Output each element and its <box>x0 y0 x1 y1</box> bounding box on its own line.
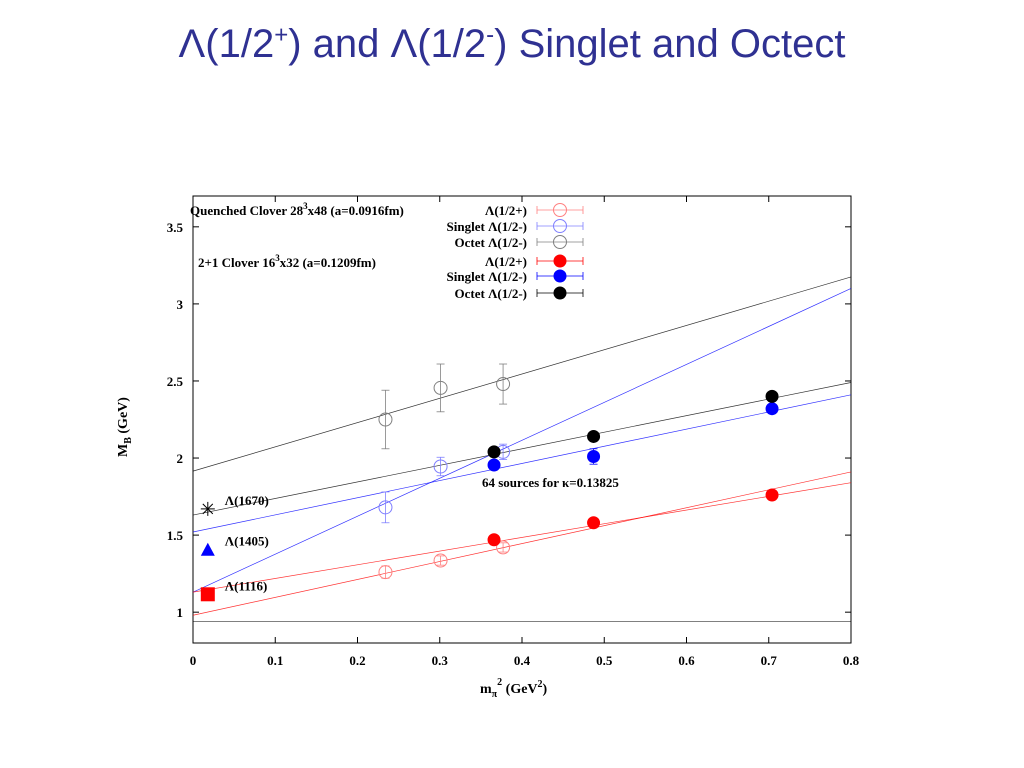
fit-line-5 <box>192 471 852 616</box>
x-axis-label: mπ2 (GeV2) <box>480 677 548 700</box>
square-marker <box>200 587 215 602</box>
fit-lines <box>192 276 852 622</box>
data-point-s2-2 <box>433 459 448 474</box>
title-sup-a: + <box>274 21 289 49</box>
legend-symbol-4 <box>553 254 567 268</box>
y-tick-label: 2 <box>177 451 184 466</box>
legend-quenched-header: Quenched Clover 283x48 (a=0.0916fm) <box>190 201 404 218</box>
y-tick-label: 3.5 <box>167 220 184 235</box>
data-point-s1-1 <box>378 565 393 580</box>
data-point-s6-2 <box>587 429 601 443</box>
x-tick-label: 0 <box>190 653 197 668</box>
slide-title: Λ(1/2+) and Λ(1/2-) Singlet and Octect <box>0 22 1024 67</box>
data-point-s1-3 <box>496 540 511 555</box>
x-tick-label: 0.8 <box>843 653 860 668</box>
data-point-s5-1 <box>487 458 501 472</box>
data-point-s4-3 <box>765 488 779 502</box>
legend: Quenched Clover 283x48 (a=0.0916fm) 2+1 … <box>190 201 584 301</box>
x-tick-label: 0.6 <box>678 653 695 668</box>
legend-label-3: Octet Λ(1/2-) <box>455 235 527 250</box>
data-point-s6-3 <box>765 389 779 403</box>
axis-ticks: 0 0.1 0.2 0.3 0.4 0.5 0.6 0.7 0.8 1 1.5 2 2.5 3 3.5 <box>167 196 860 668</box>
title-part-a: Λ(1/2 <box>178 22 275 66</box>
fit-line-4 <box>192 394 852 533</box>
legend-symbols <box>536 203 584 300</box>
y-tick-label: 3 <box>177 297 184 312</box>
experimental-markers: Λ(1670) Λ(1405) Λ(1116) <box>200 493 269 602</box>
data-points <box>378 363 779 580</box>
title-part-b: ) and Λ(1/2 <box>288 22 487 66</box>
sources-annotation: 64 sources for κ=0.13825 <box>482 475 619 490</box>
legend-dynamical-header: 2+1 Clover 163x32 (a=0.1209fm) <box>198 253 376 270</box>
x-tick-label: 0.3 <box>432 653 449 668</box>
fit-line-6 <box>192 482 852 593</box>
legend-symbol-2 <box>553 219 567 233</box>
fit-line-3 <box>192 382 852 516</box>
x-tick-label: 0.5 <box>596 653 613 668</box>
data-point-s5-3 <box>765 402 779 416</box>
data-point-s5-2 <box>587 449 601 463</box>
data-point-s3-1 <box>378 412 393 427</box>
data-point-s6-1 <box>487 445 501 459</box>
triangle-marker <box>200 542 215 556</box>
legend-symbol-6 <box>553 286 567 300</box>
fit-line-1 <box>192 276 852 472</box>
x-tick-label: 0.4 <box>514 653 531 668</box>
legend-symbol-1 <box>553 203 567 217</box>
asterisk-stroke <box>202 503 214 515</box>
legend-label-2: Singlet Λ(1/2-) <box>447 219 527 234</box>
title-part-c: ) Singlet and Octect <box>494 22 846 66</box>
fit-line-2 <box>192 288 852 593</box>
data-point-s1-2 <box>433 553 448 568</box>
legend-label-6: Octet Λ(1/2-) <box>455 286 527 301</box>
data-point-s3-2 <box>433 380 448 395</box>
experimental-label-1: Λ(1670) <box>225 493 269 508</box>
y-tick-label: 2.5 <box>167 374 184 389</box>
y-tick-label: 1.5 <box>167 528 184 543</box>
data-point-s3-3 <box>496 377 511 392</box>
x-tick-label: 0.1 <box>267 653 283 668</box>
asterisk-marker <box>200 501 215 516</box>
legend-label-1: Λ(1/2+) <box>485 203 527 218</box>
data-point-s4-2 <box>587 516 601 530</box>
experimental-label-3: Λ(1116) <box>225 578 268 593</box>
legend-label-4: Λ(1/2+) <box>485 254 527 269</box>
x-tick-label: 0.2 <box>349 653 365 668</box>
data-point-s4-1 <box>487 533 501 547</box>
data-point-s2-1 <box>378 500 393 515</box>
legend-symbol-5 <box>553 269 567 283</box>
y-tick-label: 1 <box>177 605 184 620</box>
legend-symbol-3 <box>553 235 567 249</box>
title-sup-b: - <box>486 21 495 49</box>
legend-label-5: Singlet Λ(1/2-) <box>447 269 527 284</box>
y-axis-label: MB (GeV) <box>116 397 134 457</box>
experimental-label-2: Λ(1405) <box>225 534 269 549</box>
x-tick-label: 0.7 <box>761 653 778 668</box>
